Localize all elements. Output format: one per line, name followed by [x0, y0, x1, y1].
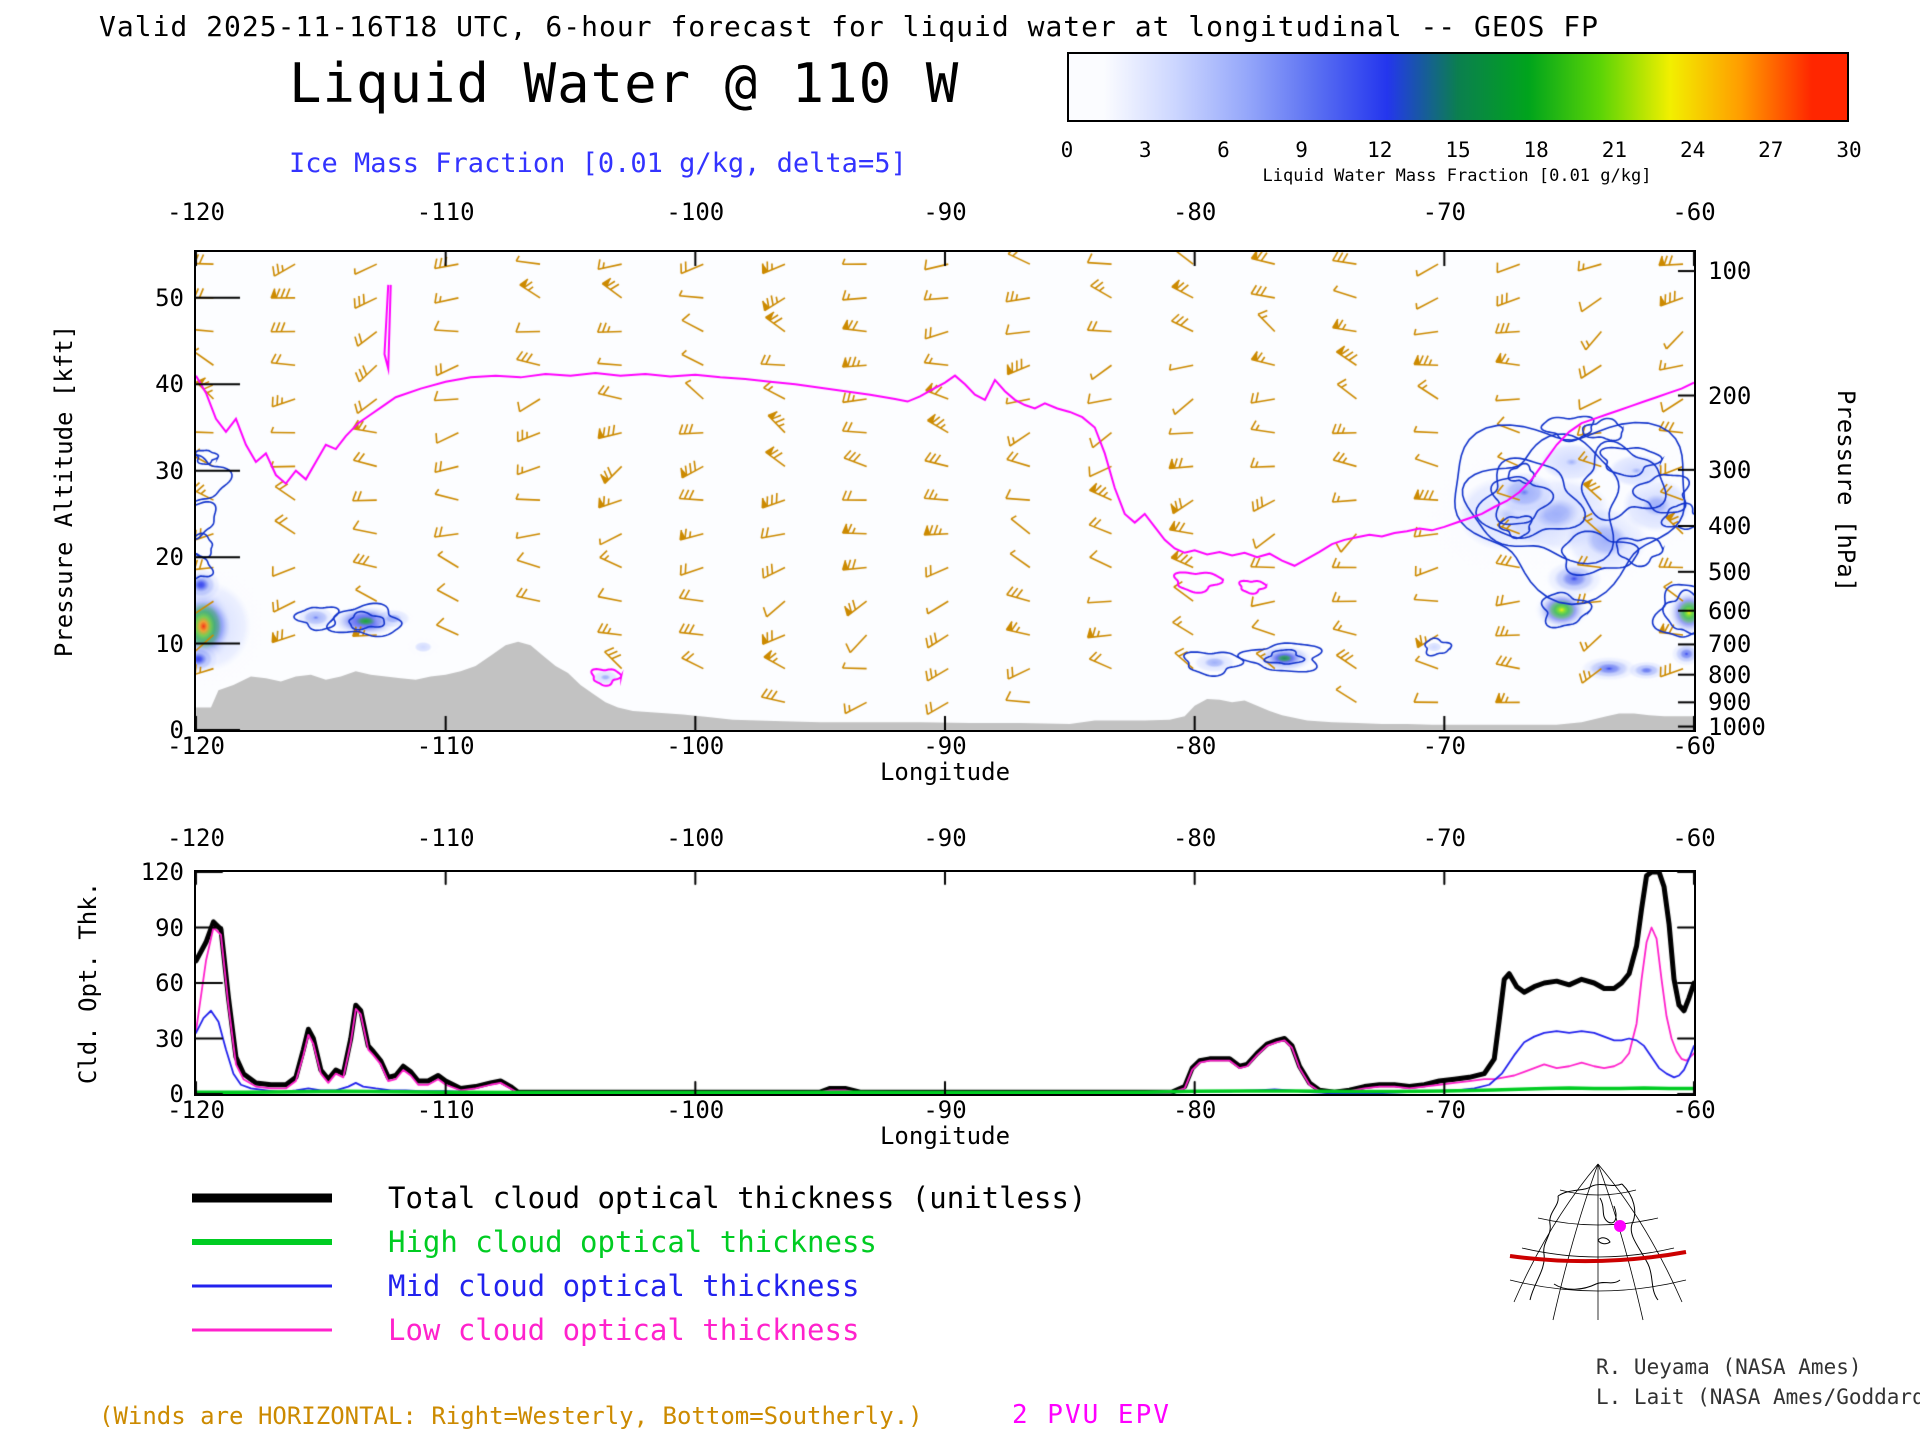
tick-label: -120 — [167, 198, 225, 226]
tick-label: -100 — [666, 824, 725, 852]
legend-label-low: Low cloud optical thickness — [388, 1313, 860, 1347]
tick-label: -90 — [923, 198, 967, 226]
tick-label: 50 — [155, 283, 184, 312]
tick-label: 21 — [1601, 138, 1628, 162]
y-axis-label-bottom-panel: Cld. Opt. Thk. — [74, 881, 102, 1085]
tick-label: -100 — [666, 732, 725, 760]
cloud-optical-thickness-canvas — [196, 872, 1694, 1094]
tick-label: -100 — [666, 198, 725, 226]
tick-label: 18 — [1523, 138, 1549, 162]
tick-label: -120 — [167, 1096, 225, 1124]
tick-label: 12 — [1367, 138, 1393, 162]
tick-label: 700 — [1708, 630, 1752, 659]
epv-label: 2 PVU EPV — [1012, 1400, 1171, 1430]
tick-label: 15 — [1445, 138, 1471, 162]
tick-label: 120 — [140, 858, 184, 886]
tick-label: 1000 — [1708, 712, 1766, 741]
tick-label: 100 — [1708, 257, 1752, 286]
tick-label: -90 — [923, 824, 967, 852]
legend-line-mid — [192, 1284, 332, 1288]
tick-label: -70 — [1422, 198, 1467, 226]
cloud-optical-thickness-panel — [194, 870, 1696, 1096]
tick-label: -110 — [416, 824, 475, 852]
tick-label: 400 — [1708, 512, 1752, 541]
tick-label: -110 — [416, 732, 475, 760]
tick-label: 6 — [1217, 138, 1230, 162]
tick-label: 10 — [155, 629, 184, 658]
tick-label: 3 — [1138, 138, 1152, 162]
tick-label: -70 — [1422, 732, 1467, 760]
tick-label: 0 — [169, 1080, 184, 1108]
credit-line-1: R. Ueyama (NASA Ames) — [1596, 1355, 1862, 1379]
tick-label: -70 — [1422, 1096, 1467, 1124]
tick-label: -110 — [416, 198, 475, 226]
chart-subtitle: Ice Mass Fraction [0.01 g/kg, delta=5] — [289, 148, 907, 179]
tick-label: 9 — [1295, 138, 1308, 162]
tick-label: 30 — [1836, 138, 1862, 162]
valid-time-line: Valid 2025-11-16T18 UTC, 6-hour forecast… — [99, 10, 1600, 43]
inset-map — [1509, 1163, 1687, 1321]
tick-label: 40 — [155, 370, 184, 399]
tick-label: 27 — [1758, 138, 1784, 162]
tick-label: 0 — [1060, 138, 1074, 162]
tick-label: 300 — [1708, 455, 1752, 484]
colorbar-label: Liquid Water Mass Fraction [0.01 g/kg] — [1262, 166, 1652, 186]
x-axis-label-main: Longitude — [879, 758, 1011, 786]
tick-label: -60 — [1672, 198, 1716, 226]
main-cross-section-panel — [194, 250, 1696, 732]
legend-label-high: High cloud optical thickness — [388, 1225, 877, 1259]
winds-note: (Winds are HORIZONTAL: Right=Westerly, B… — [99, 1402, 923, 1430]
inset-map-coastlines — [1529, 1183, 1659, 1301]
tick-label: -120 — [167, 732, 225, 760]
colorbar — [1067, 52, 1849, 122]
y-axis-label-left: Pressure Altitude [kft] — [50, 324, 78, 658]
tick-label: -100 — [666, 1096, 725, 1124]
tick-label: 30 — [155, 456, 184, 485]
tick-label: -90 — [923, 1096, 967, 1124]
tick-label: 500 — [1708, 557, 1752, 586]
tick-label: -60 — [1672, 732, 1716, 760]
tick-label: 200 — [1708, 381, 1752, 410]
tick-label: -80 — [1172, 732, 1217, 760]
tick-label: -120 — [167, 824, 225, 852]
main-cross-section-canvas — [196, 252, 1694, 730]
legend-label-total: Total cloud optical thickness (unitless) — [388, 1181, 1087, 1215]
legend-label-mid: Mid cloud optical thickness — [388, 1269, 860, 1303]
inset-map-location-marker — [1614, 1220, 1626, 1232]
tick-label: -80 — [1172, 824, 1217, 852]
tick-label: -80 — [1172, 1096, 1217, 1124]
legend-line-low — [192, 1328, 332, 1332]
tick-label: -110 — [416, 1096, 475, 1124]
inset-map-cross-section-line — [1509, 1250, 1687, 1264]
tick-label: 60 — [155, 969, 184, 997]
tick-label: -80 — [1172, 198, 1217, 226]
credits: R. Ueyama (NASA Ames) L. Lait (NASA Ames… — [1596, 1352, 1920, 1412]
tick-label: 600 — [1708, 596, 1752, 625]
tick-label: 0 — [169, 716, 184, 744]
tick-label: 30 — [155, 1024, 184, 1053]
legend-line-total — [192, 1193, 332, 1203]
tick-label: -90 — [923, 732, 967, 760]
tick-label: -70 — [1422, 824, 1467, 852]
tick-label: 90 — [155, 913, 184, 942]
page-title: Liquid Water @ 110 W — [289, 52, 960, 115]
tick-label: 24 — [1679, 138, 1706, 162]
inset-map-graticule — [1509, 1163, 1687, 1321]
tick-label: -60 — [1672, 1096, 1716, 1124]
legend-line-high — [192, 1239, 332, 1245]
tick-label: -60 — [1672, 824, 1716, 852]
x-axis-label-bottom: Longitude — [879, 1122, 1011, 1150]
tick-label: 800 — [1708, 660, 1752, 689]
credit-line-2: L. Lait (NASA Ames/Goddard) — [1596, 1385, 1920, 1409]
tick-label: 20 — [155, 543, 184, 572]
y-axis-label-right: Pressure [hPa] — [1832, 389, 1860, 593]
tick-label: 900 — [1708, 688, 1752, 717]
